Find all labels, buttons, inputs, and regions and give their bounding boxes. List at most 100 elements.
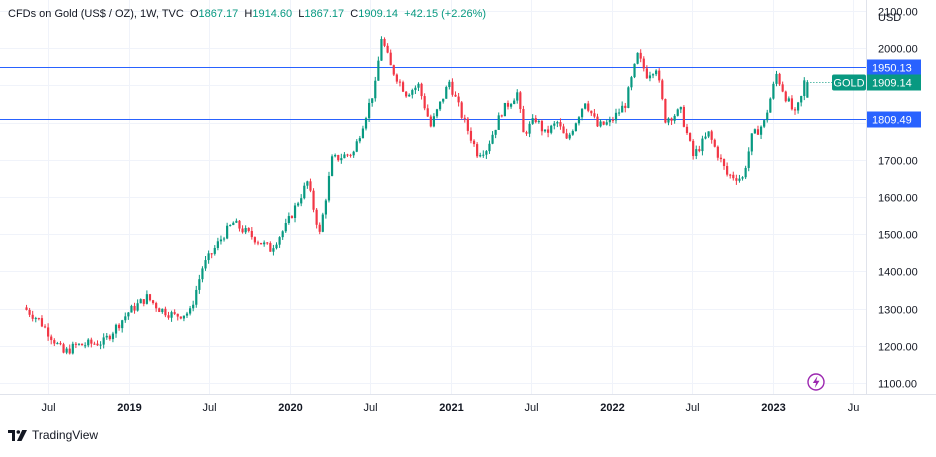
candle [374,76,377,102]
candle-body [593,113,596,117]
candle [559,118,562,130]
candle-body [139,299,142,304]
candle [525,130,528,136]
candle [645,65,648,79]
candle-body [114,324,118,334]
candle-body [559,122,562,127]
candle [398,79,402,87]
candle [611,116,615,123]
candle-body [74,343,77,345]
candle-body [800,96,803,103]
candle-body [793,109,797,111]
candle-body [763,120,766,127]
candle [503,102,506,117]
candle [614,108,618,124]
candle [346,153,349,158]
candle-body [219,239,223,242]
candle-body [651,74,655,76]
brand-name[interactable]: TradingView [32,428,99,442]
candle-body [47,327,50,337]
candle [368,98,371,123]
hline-price-label: 1809.49 [872,115,912,127]
candle [565,128,568,139]
hline-price-badge [867,59,921,76]
candle [571,129,574,136]
candle [167,311,170,320]
candle-body [148,294,152,301]
candle-body [571,131,574,135]
candle-body [235,220,238,223]
candle [522,105,525,133]
candle [151,299,155,305]
lightning-icon[interactable] [807,373,825,391]
candle [553,120,556,130]
candle [670,117,673,125]
candle-body [611,119,615,121]
symbol-title[interactable]: CFDs on Gold (US$ / OZ), 1W, TVC [8,8,184,20]
candle [639,49,642,63]
candle-body [692,140,695,157]
candle [469,127,473,144]
candle-body [337,155,340,161]
candle-body [386,45,389,53]
symbol-legend: CFDs on Gold (US$ / OZ), 1W, TVC O1867.1… [8,8,486,20]
candle-body [287,216,290,223]
candle [355,139,358,153]
candle-body [719,157,723,160]
candle [114,323,118,338]
candle [244,225,247,235]
candle-body [750,133,753,152]
candle [534,115,537,124]
candle [349,153,352,158]
candle-body [28,309,31,315]
candle-body [547,129,550,133]
hline-price-label: 1950.13 [872,63,912,75]
candle-body [574,123,577,132]
candle-body [232,222,235,226]
candle [497,112,500,130]
candle-body [506,102,510,107]
candle-body [769,98,772,113]
candle [506,100,510,110]
candle-body [84,345,87,347]
candle-body [284,222,287,232]
candle-body [297,203,300,206]
candle [235,218,238,223]
candle-body [463,117,466,119]
candle [719,154,723,163]
candle [593,109,596,119]
candle-body [596,116,599,127]
candle-body [522,109,525,133]
candle-body [229,225,232,227]
time-axis[interactable]: Jul 2019 Jul 2020 Jul 2021 Jul 2022 Jul 2023 Ju [41,402,859,414]
candle [543,129,547,133]
candle [738,174,741,183]
candle-body [306,181,309,186]
candle [158,307,161,313]
candle [729,173,732,179]
tradingview-logo-icon[interactable] [8,429,28,441]
candle-body [543,129,547,132]
candle [420,82,423,100]
candle-body [87,339,90,346]
candle [62,342,65,354]
candle-body [398,81,402,83]
candle-body [605,122,608,125]
price-axis[interactable]: 1100.00 1200.00 1300.00 1400.00 1500.00 1600.… [878,7,918,391]
candle-body [124,316,127,321]
candle-body [383,39,386,46]
candle [417,82,420,92]
candle-body [349,154,352,156]
candle-body [519,92,522,110]
candle [790,95,794,111]
candle [633,63,636,79]
candle [479,152,482,158]
candle [630,75,633,91]
candle [108,334,111,341]
candle [763,119,766,129]
candle [28,307,31,318]
candle-body [621,105,624,113]
candle [37,317,40,321]
